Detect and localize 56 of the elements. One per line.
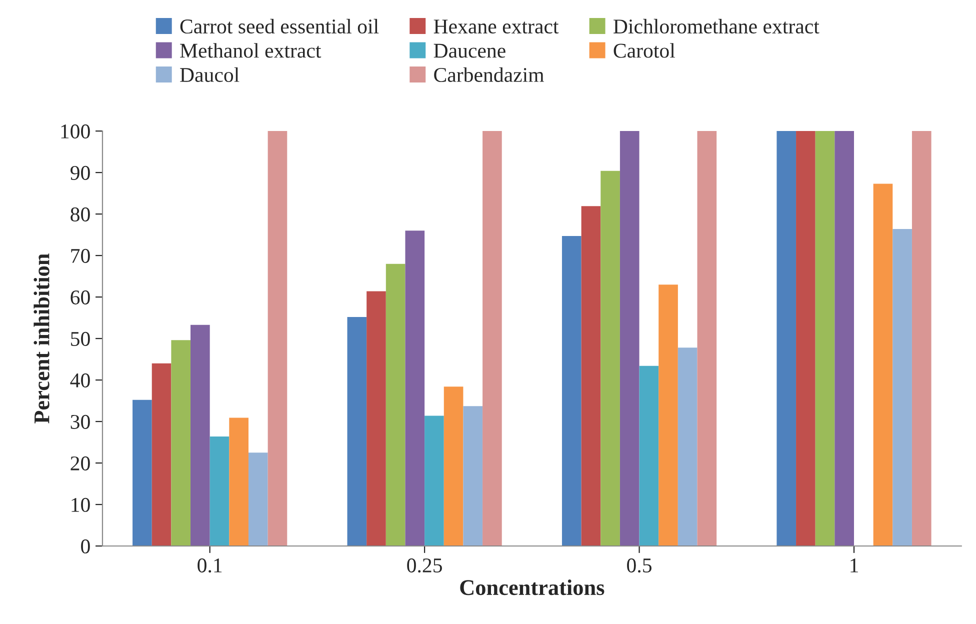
- bar: [697, 131, 717, 546]
- y-tick-label: 20: [70, 456, 90, 470]
- bar: [600, 170, 620, 546]
- bar: [639, 366, 659, 546]
- bar: [366, 291, 386, 546]
- bar: [424, 416, 444, 546]
- bar: [776, 131, 796, 546]
- legend-label: Dichloromethane extract: [614, 18, 820, 34]
- y-tick-label: 70: [71, 248, 90, 263]
- bar: [210, 436, 230, 546]
- y-tick-label: 0: [81, 539, 90, 554]
- bar: [581, 206, 601, 546]
- x-tick-label: 0.5: [627, 558, 652, 573]
- bar: [132, 400, 152, 546]
- bar: [912, 131, 932, 546]
- y-tick-label: 100: [61, 124, 90, 138]
- y-tick-label: 30: [70, 414, 90, 429]
- bar: [796, 131, 816, 546]
- bar: [386, 264, 406, 546]
- bar: [229, 418, 248, 546]
- bar: [815, 131, 835, 546]
- x-tick-label: 1: [850, 558, 858, 572]
- bar: [892, 228, 912, 546]
- bar: [171, 340, 191, 546]
- bar: [834, 131, 854, 546]
- bar: [873, 184, 893, 546]
- legend-label: Carrot seed essential oil: [180, 18, 379, 34]
- x-tick-label: 0.1: [198, 558, 222, 573]
- legend-label: Daucol: [180, 67, 240, 82]
- bar: [268, 131, 288, 546]
- bar: [444, 386, 464, 546]
- bar: [678, 348, 698, 546]
- legend-label: Hexane extract: [434, 20, 559, 34]
- legend-label: Carbendazim: [434, 67, 544, 82]
- y-tick-label: 10: [72, 498, 90, 512]
- bar: [482, 131, 502, 546]
- bar: [562, 236, 582, 546]
- y-axis-title: Percent inhibition: [34, 254, 50, 424]
- bar: [658, 284, 678, 546]
- x-axis-title: Concentrations: [460, 579, 604, 596]
- bar: [248, 452, 268, 546]
- y-tick-label: 60: [70, 290, 90, 304]
- bar: [152, 363, 172, 546]
- legend-label: Daucene: [434, 44, 506, 58]
- y-tick-label: 40: [70, 373, 90, 388]
- y-tick-label: 50: [71, 332, 90, 346]
- y-tick-label: 80: [70, 207, 90, 222]
- legend-label: Carotol: [614, 43, 675, 58]
- bar: [347, 316, 367, 546]
- bar: [620, 131, 640, 546]
- bar: [463, 406, 483, 546]
- legend-label: Methanol extract: [180, 43, 322, 58]
- y-tick-label: 90: [70, 166, 90, 180]
- bar: [190, 324, 210, 546]
- x-tick-label: 0.25: [407, 558, 442, 573]
- bar: [405, 230, 425, 546]
